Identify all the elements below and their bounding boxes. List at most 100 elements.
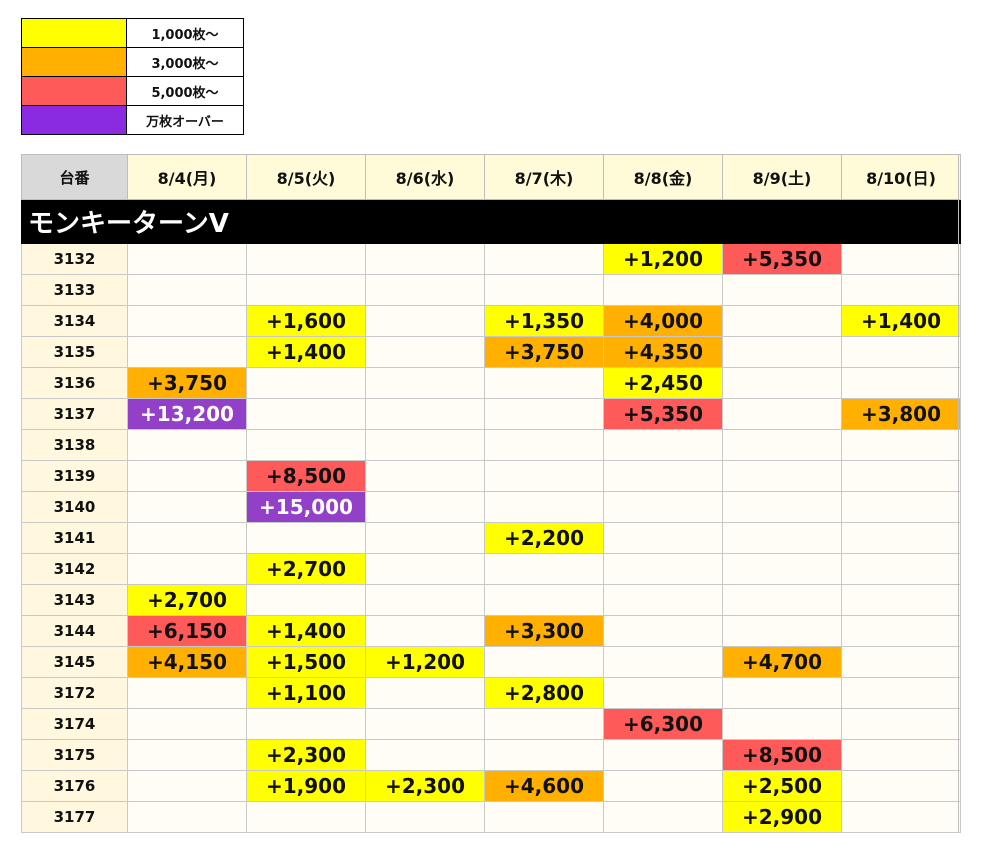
result-cell: [603, 677, 723, 709]
corner-header: 台番: [21, 154, 128, 200]
result-cell: [246, 367, 366, 399]
result-cell: [841, 553, 961, 585]
result-cell: +3,800: [841, 398, 961, 430]
result-cell: [603, 584, 723, 616]
date-header: 8/7(木): [484, 154, 604, 200]
result-cell: [603, 801, 723, 833]
machine-number: 3136: [21, 367, 128, 399]
result-cell: [246, 243, 366, 275]
date-header: 8/6(水): [365, 154, 485, 200]
result-cell: [365, 584, 485, 616]
result-cell: [603, 429, 723, 461]
result-cell: [841, 584, 961, 616]
result-cell: [722, 460, 842, 492]
result-cell: [841, 367, 961, 399]
machine-number: 3135: [21, 336, 128, 368]
machine-number: 3142: [21, 553, 128, 585]
result-cell: [365, 460, 485, 492]
result-cell: +2,450: [603, 367, 723, 399]
machine-number: 3132: [21, 243, 128, 275]
result-cell: +15,000: [246, 491, 366, 523]
result-cell: [365, 553, 485, 585]
machine-name: モンキーターンV: [21, 199, 961, 244]
result-cell: [127, 801, 247, 833]
date-header: 8/4(月): [127, 154, 247, 200]
result-cell: [246, 522, 366, 554]
result-cell: [365, 336, 485, 368]
table-row: 3138: [21, 429, 961, 461]
result-cell: [365, 739, 485, 771]
result-cell: [127, 491, 247, 523]
result-cell: [841, 429, 961, 461]
result-cell: [603, 646, 723, 678]
result-cell: +8,500: [246, 460, 366, 492]
result-cell: [841, 460, 961, 492]
table-row: 3145 +4,150 +1,500 +1,200 +4,700: [21, 646, 961, 678]
machine-number: 3141: [21, 522, 128, 554]
table-row: 3142 +2,700: [21, 553, 961, 585]
legend-row: 3,000枚〜: [21, 47, 244, 77]
result-cell: [841, 522, 961, 554]
result-cell: [603, 491, 723, 523]
result-cell: +4,000: [603, 305, 723, 337]
table-row: 3172 +1,100 +2,800: [21, 677, 961, 709]
result-cell: [722, 584, 842, 616]
result-cell: [127, 553, 247, 585]
date-header: 8/5(火): [246, 154, 366, 200]
result-cell: +4,350: [603, 336, 723, 368]
result-cell: [365, 367, 485, 399]
result-cell: [484, 460, 604, 492]
result-cell: +1,600: [246, 305, 366, 337]
result-cell: +6,300: [603, 708, 723, 740]
result-cell: +1,200: [603, 243, 723, 275]
result-cell: [246, 801, 366, 833]
date-header: 8/9(土): [722, 154, 842, 200]
result-cell: +1,100: [246, 677, 366, 709]
date-header: 8/10(日): [841, 154, 961, 200]
result-cell: [365, 243, 485, 275]
result-cell: [484, 646, 604, 678]
result-cell: [841, 708, 961, 740]
result-cell: [603, 770, 723, 802]
machine-row: モンキーターンV: [21, 199, 961, 244]
legend-label: 5,000枚〜: [126, 76, 244, 106]
result-cell: [127, 739, 247, 771]
result-cell: [722, 491, 842, 523]
result-cell: [603, 553, 723, 585]
result-cell: +6,150: [127, 615, 247, 647]
header-row: 台番 8/4(月) 8/5(火) 8/6(水) 8/7(木) 8/8(金) 8/9(土) 8…: [21, 154, 961, 200]
machine-number: 3138: [21, 429, 128, 461]
result-cell: [484, 739, 604, 771]
table-row: 3135 +1,400 +3,750 +4,350: [21, 336, 961, 368]
result-cell: [365, 801, 485, 833]
machine-number: 3137: [21, 398, 128, 430]
result-cell: +2,700: [127, 584, 247, 616]
machine-number: 3176: [21, 770, 128, 802]
result-cell: [127, 460, 247, 492]
result-cell: [841, 770, 961, 802]
result-cell: [722, 522, 842, 554]
machine-number: 3144: [21, 615, 128, 647]
result-cell: [841, 646, 961, 678]
result-cell: [603, 615, 723, 647]
result-cell: [603, 274, 723, 306]
result-cell: +4,150: [127, 646, 247, 678]
machine-number: 3172: [21, 677, 128, 709]
result-cell: [127, 336, 247, 368]
result-cell: [365, 429, 485, 461]
legend-swatch: [21, 47, 127, 77]
machine-number: 3145: [21, 646, 128, 678]
result-cell: [722, 615, 842, 647]
result-cell: +1,400: [246, 615, 366, 647]
table-row: 3143 +2,700: [21, 584, 961, 616]
result-cell: +3,750: [127, 367, 247, 399]
result-cell: [484, 553, 604, 585]
result-cell: +1,200: [365, 646, 485, 678]
result-cell: [484, 274, 604, 306]
legend-table: 1,000枚〜 3,000枚〜 5,000枚〜 万枚オーバー: [21, 18, 244, 135]
result-cell: [841, 243, 961, 275]
result-cell: [722, 336, 842, 368]
result-cell: +1,350: [484, 305, 604, 337]
machine-number: 3139: [21, 460, 128, 492]
legend-swatch: [21, 105, 127, 135]
